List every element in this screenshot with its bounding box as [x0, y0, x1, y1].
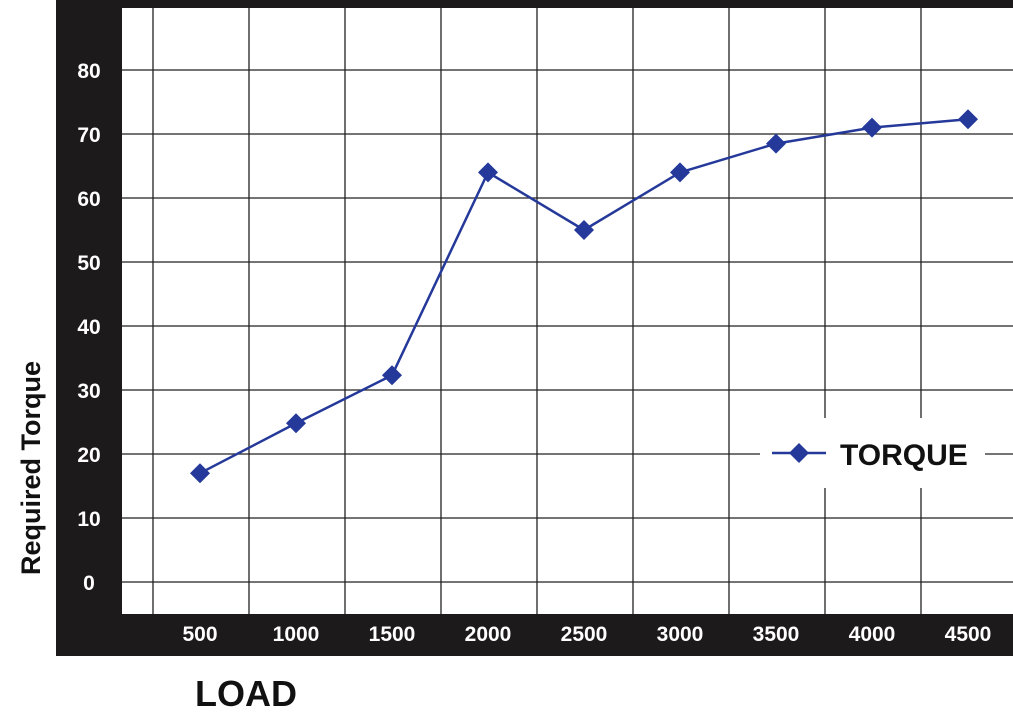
- y-tick-label: 30: [77, 380, 100, 403]
- data-point-marker: [670, 162, 690, 183]
- y-tick-label: 20: [77, 444, 100, 467]
- x-tick-label: 4000: [849, 623, 896, 646]
- grid-lines: [122, 8, 1013, 614]
- x-tick-label: 2000: [465, 623, 512, 646]
- y-tick-label: 40: [77, 316, 100, 339]
- data-point-marker: [382, 365, 402, 386]
- chart-frame: [56, 0, 1013, 656]
- x-tick-labels: 500 1000 1500 2000 2500 3000 3500 4000 4500: [182, 623, 991, 646]
- y-tick-labels: 0 10 20 30 40 50 60 70 80: [77, 60, 100, 595]
- x-axis-title: LOAD: [195, 673, 297, 709]
- y-tick-label: 10: [77, 508, 100, 531]
- data-point-marker: [958, 109, 978, 130]
- data-point-marker: [574, 220, 594, 240]
- x-tick-label: 3000: [657, 623, 704, 646]
- data-point-marker: [766, 133, 786, 154]
- data-point-marker: [190, 463, 210, 484]
- y-axis-title: Required Torque: [16, 361, 46, 575]
- x-tick-label: 500: [182, 623, 217, 646]
- data-point-marker: [286, 413, 306, 434]
- y-tick-label: 70: [77, 124, 100, 147]
- x-tick-label: 1000: [273, 623, 320, 646]
- y-tick-label: 0: [83, 572, 95, 595]
- y-tick-label: 50: [77, 252, 100, 275]
- x-tick-label: 1500: [369, 623, 416, 646]
- legend-label-torque: TORQUE: [840, 439, 968, 472]
- x-tick-label: 2500: [561, 623, 608, 646]
- plot-area: [122, 8, 1013, 614]
- y-tick-label: 80: [77, 60, 100, 83]
- data-point-marker: [862, 117, 882, 138]
- x-tick-label: 4500: [945, 623, 992, 646]
- series-torque: [190, 109, 978, 484]
- x-tick-label: 3500: [753, 623, 800, 646]
- legend: TORQUE: [760, 418, 985, 488]
- legend-marker-icon: [789, 443, 809, 463]
- y-tick-label: 60: [77, 188, 100, 211]
- data-point-marker: [478, 162, 498, 183]
